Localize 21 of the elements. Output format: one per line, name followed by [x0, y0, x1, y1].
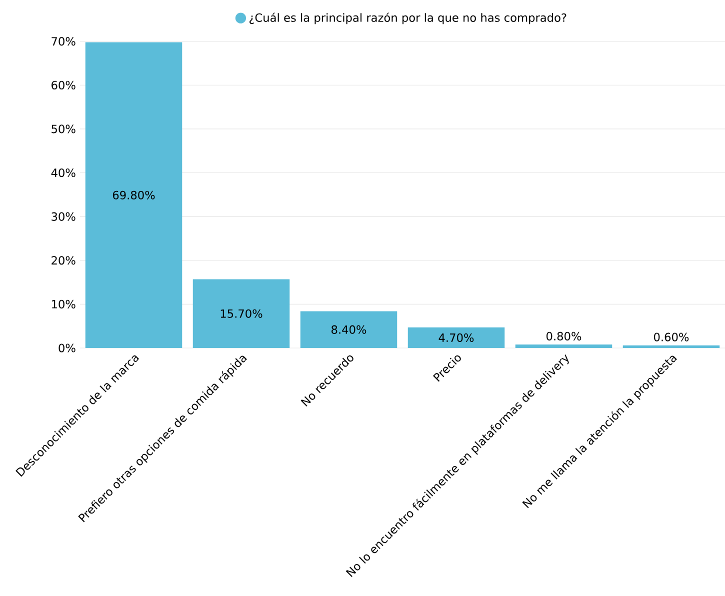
- bar: [515, 344, 612, 348]
- data-label: 15.70%: [220, 309, 262, 318]
- bar: [408, 327, 505, 348]
- y-tick-label: 30%: [52, 212, 76, 221]
- data-label: 8.40%: [332, 325, 366, 334]
- bar: [300, 311, 398, 348]
- data-label: 4.70%: [438, 333, 474, 342]
- data-label: 0.60%: [654, 332, 689, 342]
- y-tick-label: 70%: [52, 37, 76, 46]
- y-tick-label: 10%: [52, 300, 76, 308]
- y-tick-label: 60%: [52, 80, 76, 90]
- legend-label: ¿Cuál es la principal razón por la que no has comprado?: [250, 12, 566, 24]
- y-tick-label: 50%: [52, 124, 76, 134]
- bar: [85, 42, 182, 348]
- bar: [622, 345, 720, 348]
- y-tick-label: 40%: [51, 168, 76, 178]
- y-tick-label: 20%: [52, 256, 76, 265]
- data-label: 0.80%: [546, 332, 582, 340]
- y-tick-label: 0%: [58, 344, 76, 352]
- data-label: 69.80%: [112, 190, 155, 200]
- bar: [192, 279, 290, 348]
